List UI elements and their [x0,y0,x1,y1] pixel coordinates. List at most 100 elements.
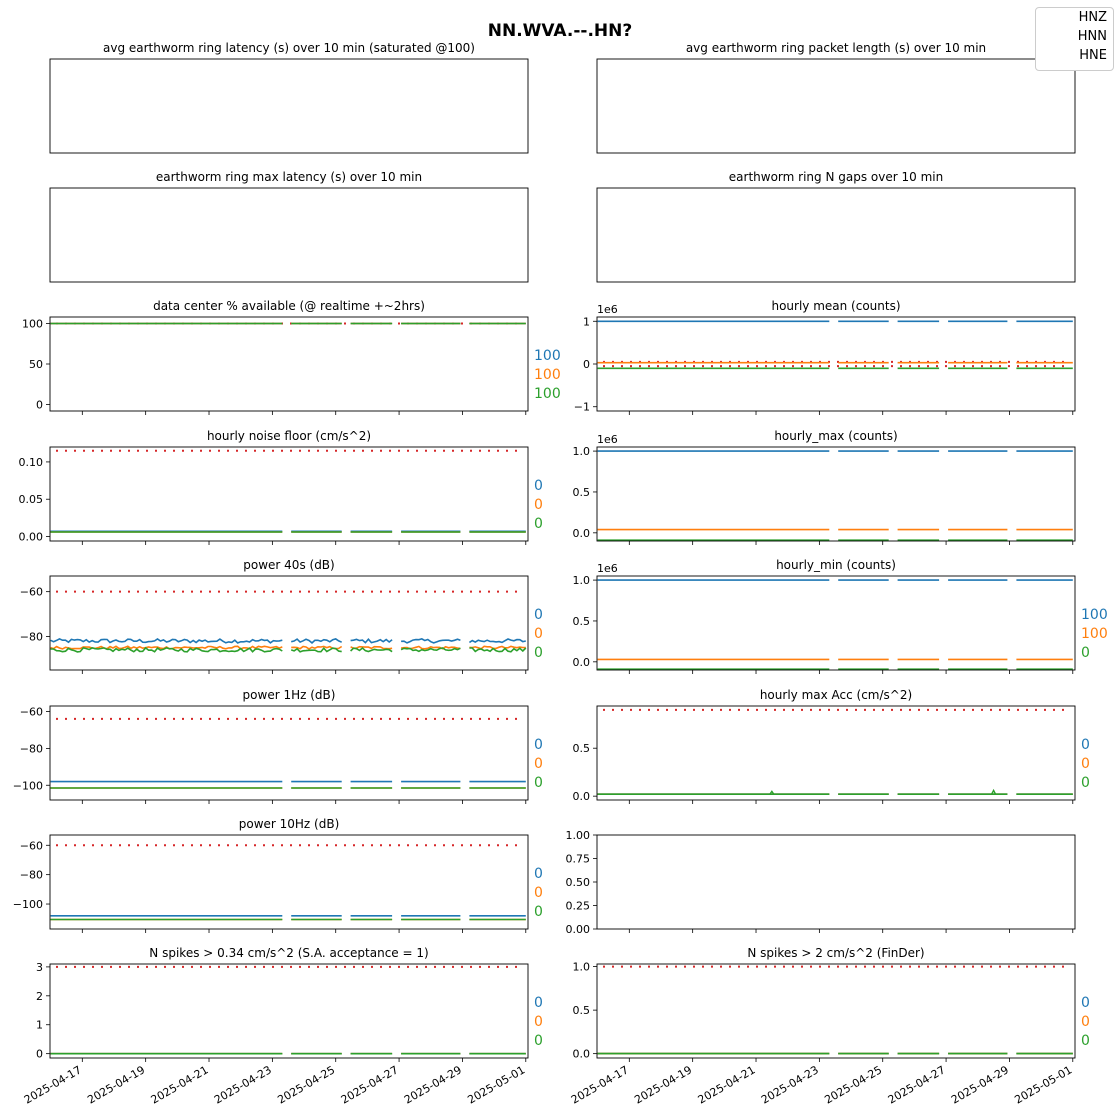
legend-entry-hnn: HNN [1077,29,1107,44]
y-tick-label: 1.0 [573,445,591,458]
y-tick-label: 0.50 [566,876,591,889]
y-tick-label: 0.0 [573,527,591,540]
panel-avg-latency: avg earthworm ring latency (s) over 10 m… [49,41,529,154]
side-label: 0 [534,775,543,791]
axes-frame [49,705,529,801]
axes-frame [596,575,1076,671]
axes-frame [49,316,529,412]
side-label: 100 [534,367,561,383]
panel-title: hourly max Acc (cm/s^2) [760,688,912,702]
panel-spikes-sa: N spikes > 0.34 cm/s^2 (S.A. acceptance … [36,946,543,1062]
x-tick-label: 2025-04-29 [949,1063,1011,1106]
panel-title: hourly noise floor (cm/s^2) [207,429,371,443]
side-label: 0 [1081,737,1090,753]
x-tick-label: 2025-04-29 [402,1063,464,1106]
y-tick-label: 0 [36,399,43,412]
side-label: 100 [1081,626,1108,642]
axes-frame [49,187,529,283]
y-tick-label: −60 [20,706,43,719]
y-tick-label: 0.0 [573,1048,591,1061]
side-label: 0 [534,645,543,661]
y-tick-label: −100 [13,898,43,911]
y-tick-label: 0.5 [573,486,591,499]
axes-frame [596,446,1076,542]
panel-title: power 10Hz (dB) [239,817,340,831]
side-label: 0 [534,607,543,623]
panel-empty-panel: 0.00 0.25 0.50 0.75 1.00 [566,829,1076,936]
y-tick-label: 0 [36,1048,43,1061]
side-label: 0 [1081,1014,1090,1030]
axes-frame [596,316,1076,412]
panel-title: avg earthworm ring latency (s) over 10 m… [103,41,475,55]
side-label: 100 [534,348,561,364]
panel-hourly-min: hourly_min (counts) 0.0 0.5 1.0 1e6 100 100 0 [573,558,1108,674]
side-label: 0 [1081,995,1090,1011]
side-label: 0 [534,516,543,532]
series-hne [50,646,527,653]
side-label: 0 [534,1033,543,1049]
offset-label: 1e6 [597,562,618,575]
side-label: 100 [1081,607,1108,623]
y-tick-label: 1 [583,315,590,328]
series-hnn [50,645,526,650]
panel-spikes-finder: N spikes > 2 cm/s^2 (FinDer) 0.0 0.5 1.0 0 0 0 [573,946,1090,1062]
axes-frame [49,575,529,671]
y-tick-label: −100 [13,779,43,792]
panel-n-gaps: earthworm ring N gaps over 10 min [596,170,1076,283]
axes-frame [49,834,529,930]
side-label: 0 [534,885,543,901]
y-tick-label: −80 [20,742,43,755]
panel-title: earthworm ring N gaps over 10 min [729,170,943,184]
side-label: 0 [534,756,543,772]
panel-power-10hz: power 10Hz (dB) −60 −80 −100 0 0 0 [13,817,543,933]
axes-frame [596,963,1076,1059]
y-tick-label: 0.5 [573,1004,591,1017]
panel-title: data center % available (@ realtime +~2h… [153,299,425,313]
x-tick-label: 2025-05-01 [1012,1063,1074,1106]
y-tick-label: 0.25 [566,900,591,913]
panel-max-acc: hourly max Acc (cm/s^2) 0.0 0.5 0 0 0 [573,688,1090,804]
legend-entry-hnz: HNZ [1078,10,1107,25]
x-tick-label: 2025-05-01 [465,1063,527,1106]
panel-noise-floor: hourly noise floor (cm/s^2) 0.00 0.05 0.10 0… [19,429,543,545]
side-label: 0 [534,478,543,494]
panel-data-available: data center % available (@ realtime +~2h… [22,299,561,415]
y-tick-label: 0.0 [573,656,591,669]
offset-label: 1e6 [597,303,618,316]
x-tick-label: 2025-04-21 [149,1063,211,1106]
y-tick-label: 0.00 [566,923,591,936]
y-tick-label: 0 [583,358,590,371]
x-tick-label: 2025-04-23 [759,1063,821,1106]
x-tick-label: 2025-04-17 [569,1063,631,1106]
x-tick-label: 2025-04-21 [696,1063,758,1106]
spike-mark [769,790,775,795]
y-tick-label: −60 [20,586,43,599]
side-label: 0 [534,995,543,1011]
y-tick-label: 0.5 [573,742,591,755]
panel-avg-packet-length: avg earthworm ring packet length (s) ove… [596,41,1076,154]
offset-label: 1e6 [597,433,618,446]
side-label: 0 [1081,775,1090,791]
panel-title: power 40s (dB) [243,558,334,572]
x-tick-label: 2025-04-25 [822,1063,884,1106]
side-label: 0 [534,866,543,882]
legend: HNZ HNN HNE [1035,7,1114,71]
side-label: 0 [534,497,543,513]
panel-title: avg earthworm ring packet length (s) ove… [686,41,986,55]
axes-frame [49,446,529,542]
y-tick-label: 0.00 [19,531,44,544]
axes-frame [596,834,1076,930]
y-tick-label: 1.00 [566,829,591,842]
side-label: 0 [1081,1033,1090,1049]
axes-frame [49,963,529,1059]
x-tick-label: 2025-04-23 [212,1063,274,1106]
panel-hourly-max: hourly_max (counts) 0.0 0.5 1.0 1e6 [573,429,1076,545]
side-label: 0 [534,1014,543,1030]
legend-entry-hne: HNE [1079,48,1107,63]
y-tick-label: 0.5 [573,615,591,628]
panel-title: N spikes > 0.34 cm/s^2 (S.A. acceptance … [149,946,428,960]
x-tick-label: 2025-04-19 [632,1063,694,1106]
series-hnz [50,637,526,644]
side-label: 0 [1081,645,1090,661]
